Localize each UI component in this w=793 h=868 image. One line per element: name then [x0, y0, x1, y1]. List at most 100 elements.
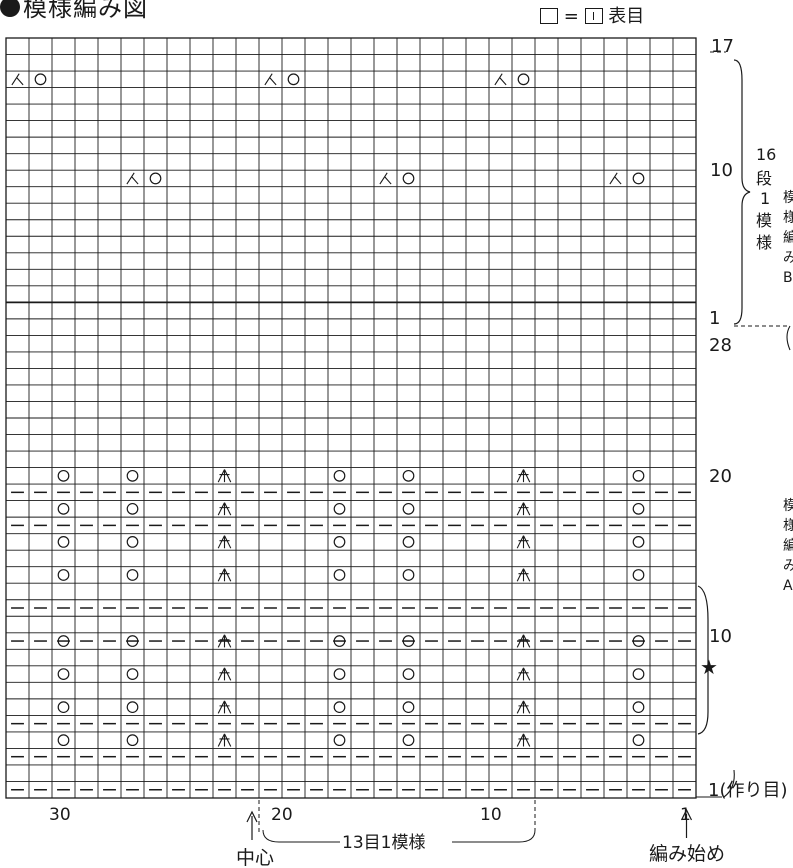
yarn-over-symbol: [57, 469, 70, 482]
yarn-over-symbol: [333, 569, 346, 581]
start-arrow-icon: [680, 808, 693, 821]
repeat-note-upper: 16 段 1 模 様: [756, 145, 776, 252]
side-label-char: B: [783, 270, 793, 286]
cast-on-marker: [696, 769, 735, 798]
yarn-over-symbol: [333, 734, 346, 747]
yarn-over-symbol: [333, 469, 346, 482]
empty-square-icon: [540, 8, 558, 24]
yarn-over-symbol: [149, 172, 162, 185]
repeat-note-line: 様: [756, 233, 772, 252]
central-double-decrease-symbol: [217, 733, 232, 747]
center-arrow-icon: [246, 810, 258, 823]
yarn-over-symbol: [126, 701, 139, 714]
repeat-brace-left: [262, 829, 340, 843]
central-double-decrease-symbol: [516, 535, 531, 549]
repeat-note-line: 模: [756, 211, 772, 230]
yarn-over-symbol: [402, 172, 415, 185]
chart-title: 模様編み図: [0, 0, 148, 24]
repeat-note-line: 段: [756, 169, 772, 188]
yarn-over-symbol: [333, 668, 346, 680]
yarn-over-symbol: [333, 536, 346, 548]
yarn-over-symbol: [333, 635, 346, 647]
yarn-over-symbol: [287, 73, 300, 86]
yarn-over-symbol: [57, 536, 70, 548]
central-double-decrease-symbol: [217, 502, 232, 516]
side-label-char: み: [783, 250, 793, 266]
yarn-over-symbol: [333, 502, 346, 515]
central-double-decrease-symbol: [516, 700, 531, 714]
side-label-char: 編: [783, 538, 793, 554]
knit-stitch-icon: [584, 8, 603, 24]
k2tog-symbol: [379, 172, 392, 185]
central-double-decrease-symbol: [516, 469, 531, 483]
yarn-over-symbol: [632, 668, 645, 680]
yarn-over-symbol: [632, 701, 645, 714]
star-mark: ★: [700, 655, 718, 679]
row-label-1-upper: 1: [709, 308, 720, 329]
star-section-bracket: [697, 585, 709, 735]
side-label-char: 様: [783, 210, 793, 226]
yarn-over-symbol: [517, 73, 530, 86]
chart-grid: [5, 37, 697, 799]
yarn-over-symbol: [126, 536, 139, 548]
yarn-over-symbol: [402, 469, 415, 482]
row-label-28: 28: [709, 335, 732, 356]
chart-symbols: [11, 73, 691, 791]
repeat-note-line: 16: [756, 145, 776, 164]
yarn-over-symbol: [126, 734, 139, 747]
row-label-10-lower: 10: [709, 626, 732, 647]
yarn-over-symbol: [402, 701, 415, 714]
central-double-decrease-symbol: [217, 634, 232, 648]
yarn-over-symbol: [126, 469, 139, 482]
chart-annotations: 17 10 1 28 20 10 1(作り目) ★ 16 段 1 模 様 模 様…: [49, 36, 793, 868]
yarn-over-symbol: [402, 734, 415, 747]
yarn-over-symbol: [632, 172, 645, 185]
yarn-over-symbol: [333, 701, 346, 714]
yarn-over-symbol: [126, 569, 139, 581]
side-brace-stub: [786, 325, 791, 351]
yarn-over-symbol: [632, 502, 645, 515]
side-label-b: 模 様 編 み B: [783, 190, 793, 286]
central-double-decrease-symbol: [217, 535, 232, 549]
central-double-decrease-symbol: [217, 667, 232, 681]
yarn-over-symbol: [632, 569, 645, 581]
yarn-over-symbol: [402, 635, 415, 647]
upper-repeat-brace: [733, 59, 751, 325]
central-double-decrease-symbol: [516, 634, 531, 648]
yarn-over-symbol: [402, 569, 415, 581]
repeat-brace-right: [452, 829, 536, 843]
legend-text: 表目: [608, 6, 645, 27]
yarn-over-symbol: [57, 668, 70, 680]
central-double-decrease-symbol: [516, 733, 531, 747]
side-label-char: 編: [783, 230, 793, 246]
central-double-decrease-symbol: [516, 568, 531, 582]
yarn-over-symbol: [402, 536, 415, 548]
yarn-over-symbol: [57, 734, 70, 747]
central-double-decrease-symbol: [516, 502, 531, 516]
legend-equals: =: [563, 6, 579, 27]
title-text: 模様編み図: [23, 0, 148, 22]
yarn-over-symbol: [402, 502, 415, 515]
central-double-decrease-symbol: [217, 700, 232, 714]
yarn-over-symbol: [126, 635, 139, 647]
row-label-10-upper: 10: [710, 160, 733, 181]
central-double-decrease-symbol: [516, 667, 531, 681]
yarn-over-symbol: [57, 569, 70, 581]
yarn-over-symbol: [57, 701, 70, 714]
repeat-note-line: 1: [760, 189, 770, 208]
k2tog-symbol: [494, 73, 507, 86]
yarn-over-symbol: [632, 469, 645, 482]
side-label-char: 様: [783, 518, 793, 534]
central-double-decrease-symbol: [217, 568, 232, 582]
side-label-char: A: [783, 578, 793, 594]
row-label-1-cast-on: 1(作り目): [708, 780, 788, 801]
start-label: 編み始め: [649, 843, 725, 865]
side-label-char: み: [783, 558, 793, 574]
k2tog-symbol: [264, 73, 277, 86]
side-label-a: 模 様 編 み A: [783, 498, 793, 594]
k2tog-symbol: [11, 73, 24, 86]
yarn-over-symbol: [632, 734, 645, 747]
yarn-over-symbol: [126, 502, 139, 515]
k2tog-symbol: [609, 172, 622, 185]
